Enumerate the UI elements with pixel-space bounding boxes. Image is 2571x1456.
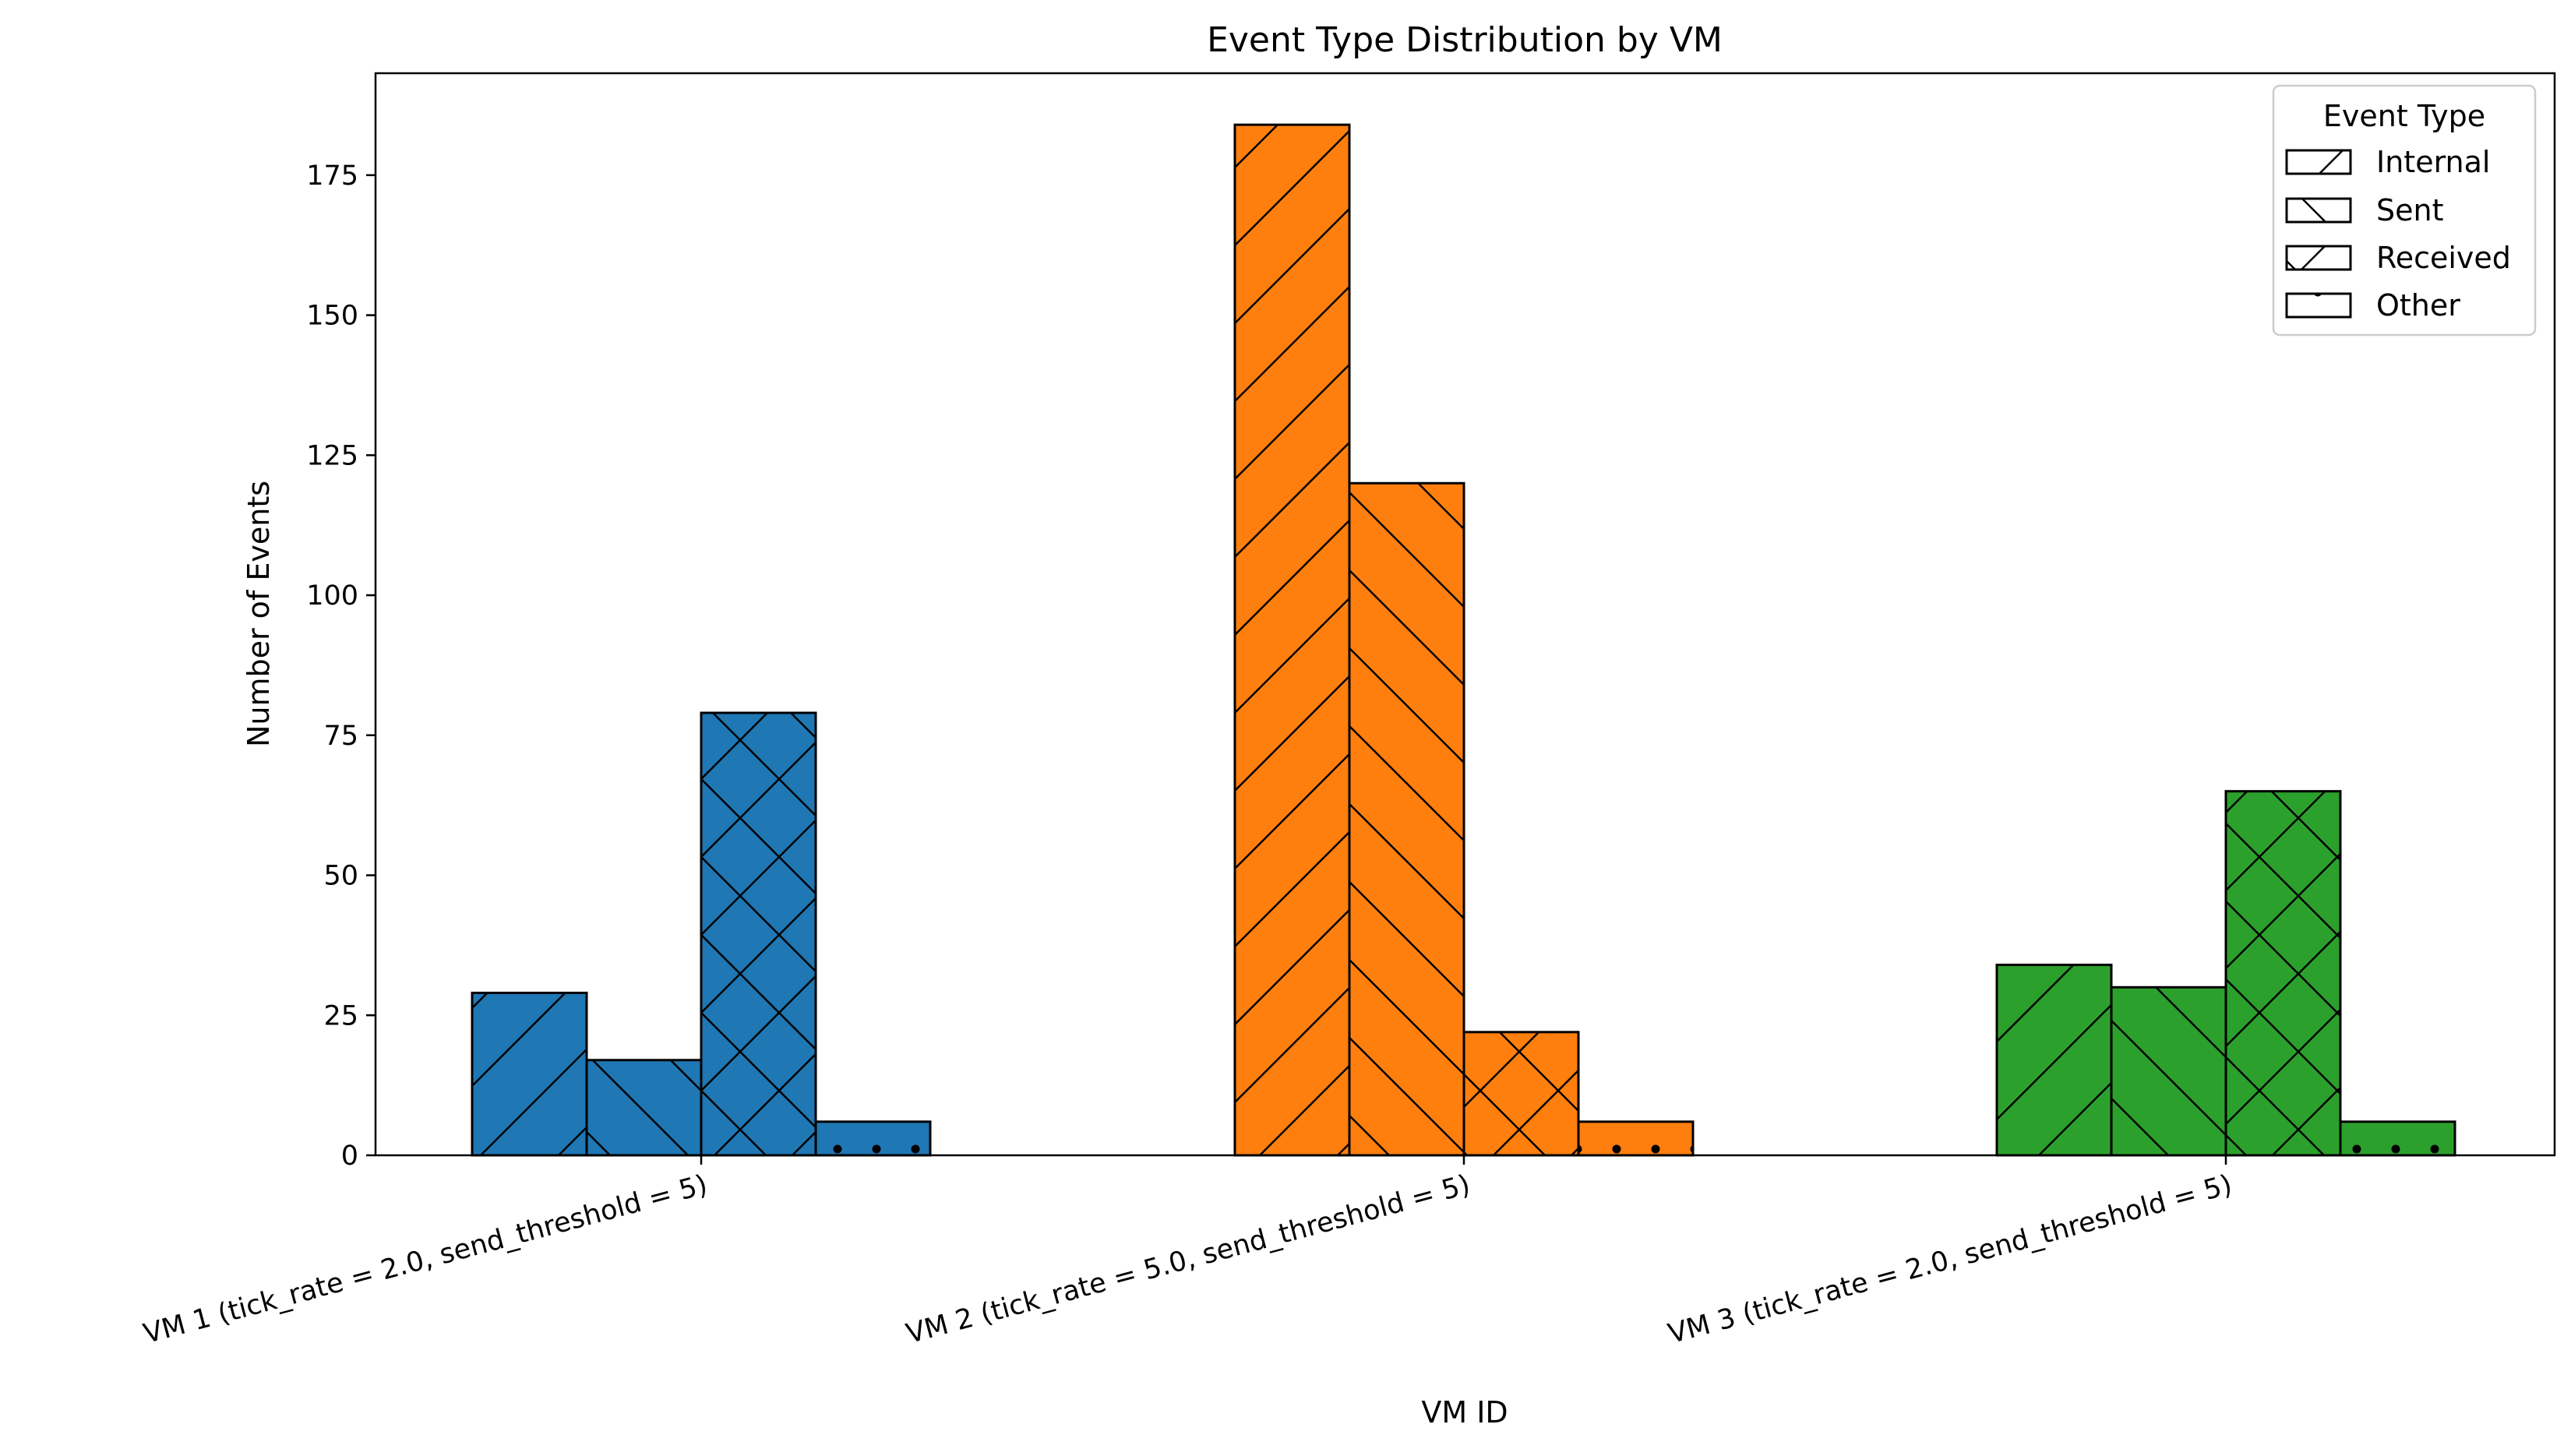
bar-sent-vm-3: [2110, 985, 2227, 1157]
legend-item-received: Received: [2285, 241, 2511, 275]
legend-swatch: [2285, 149, 2352, 175]
bar-other-vm-1: [814, 1120, 932, 1157]
legend: Event Type Internal Sent Received Other: [2272, 84, 2537, 337]
y-tick-label: 0: [341, 1140, 358, 1172]
legend-frame: [2272, 84, 2537, 337]
bar-received-vm-3: [2224, 790, 2342, 1157]
bar-sent-vm-2: [1348, 481, 1465, 1157]
bar-received-vm-2: [1462, 1031, 1580, 1157]
bar-internal-vm-1: [471, 992, 588, 1157]
y-axis-label: Number of Events: [242, 481, 276, 747]
legend-label: Internal: [2376, 145, 2490, 179]
legend-swatch: [2285, 245, 2352, 271]
chart-title: Event Type Distribution by VM: [1207, 20, 1723, 60]
y-tick-label: 150: [306, 301, 358, 332]
legend-item-internal: Internal: [2285, 145, 2490, 179]
legend-item-sent: Sent: [2285, 193, 2443, 227]
legend-swatch: [2285, 292, 2352, 319]
legend-label: Sent: [2376, 193, 2443, 227]
bar-internal-vm-3: [1995, 964, 2113, 1157]
legend-item-other: Other: [2285, 288, 2460, 323]
y-axis: 0 25 50 75 100 125 150 175: [306, 160, 376, 1172]
y-tick-label: 75: [323, 721, 358, 752]
y-tick-label: 175: [306, 160, 358, 192]
bar-received-vm-1: [700, 711, 817, 1157]
legend-label: Received: [2376, 241, 2511, 275]
y-tick-label: 50: [323, 861, 358, 892]
legend-title: Event Type: [2323, 99, 2485, 133]
legend-swatch: [2285, 197, 2352, 224]
bar-sent-vm-1: [585, 1059, 703, 1157]
y-tick-label: 125: [306, 440, 358, 471]
y-tick-label: 100: [306, 580, 358, 612]
bar-other-vm-3: [2339, 1120, 2456, 1157]
bar-internal-vm-2: [1233, 123, 1351, 1157]
bar-other-vm-2: [1577, 1120, 1695, 1157]
legend-label: Other: [2376, 288, 2460, 323]
plot-frame: [374, 72, 2556, 1157]
x-axis-label: VM ID: [1421, 1395, 1508, 1430]
y-tick-label: 25: [323, 1000, 358, 1031]
bars-group: [471, 123, 2456, 1157]
